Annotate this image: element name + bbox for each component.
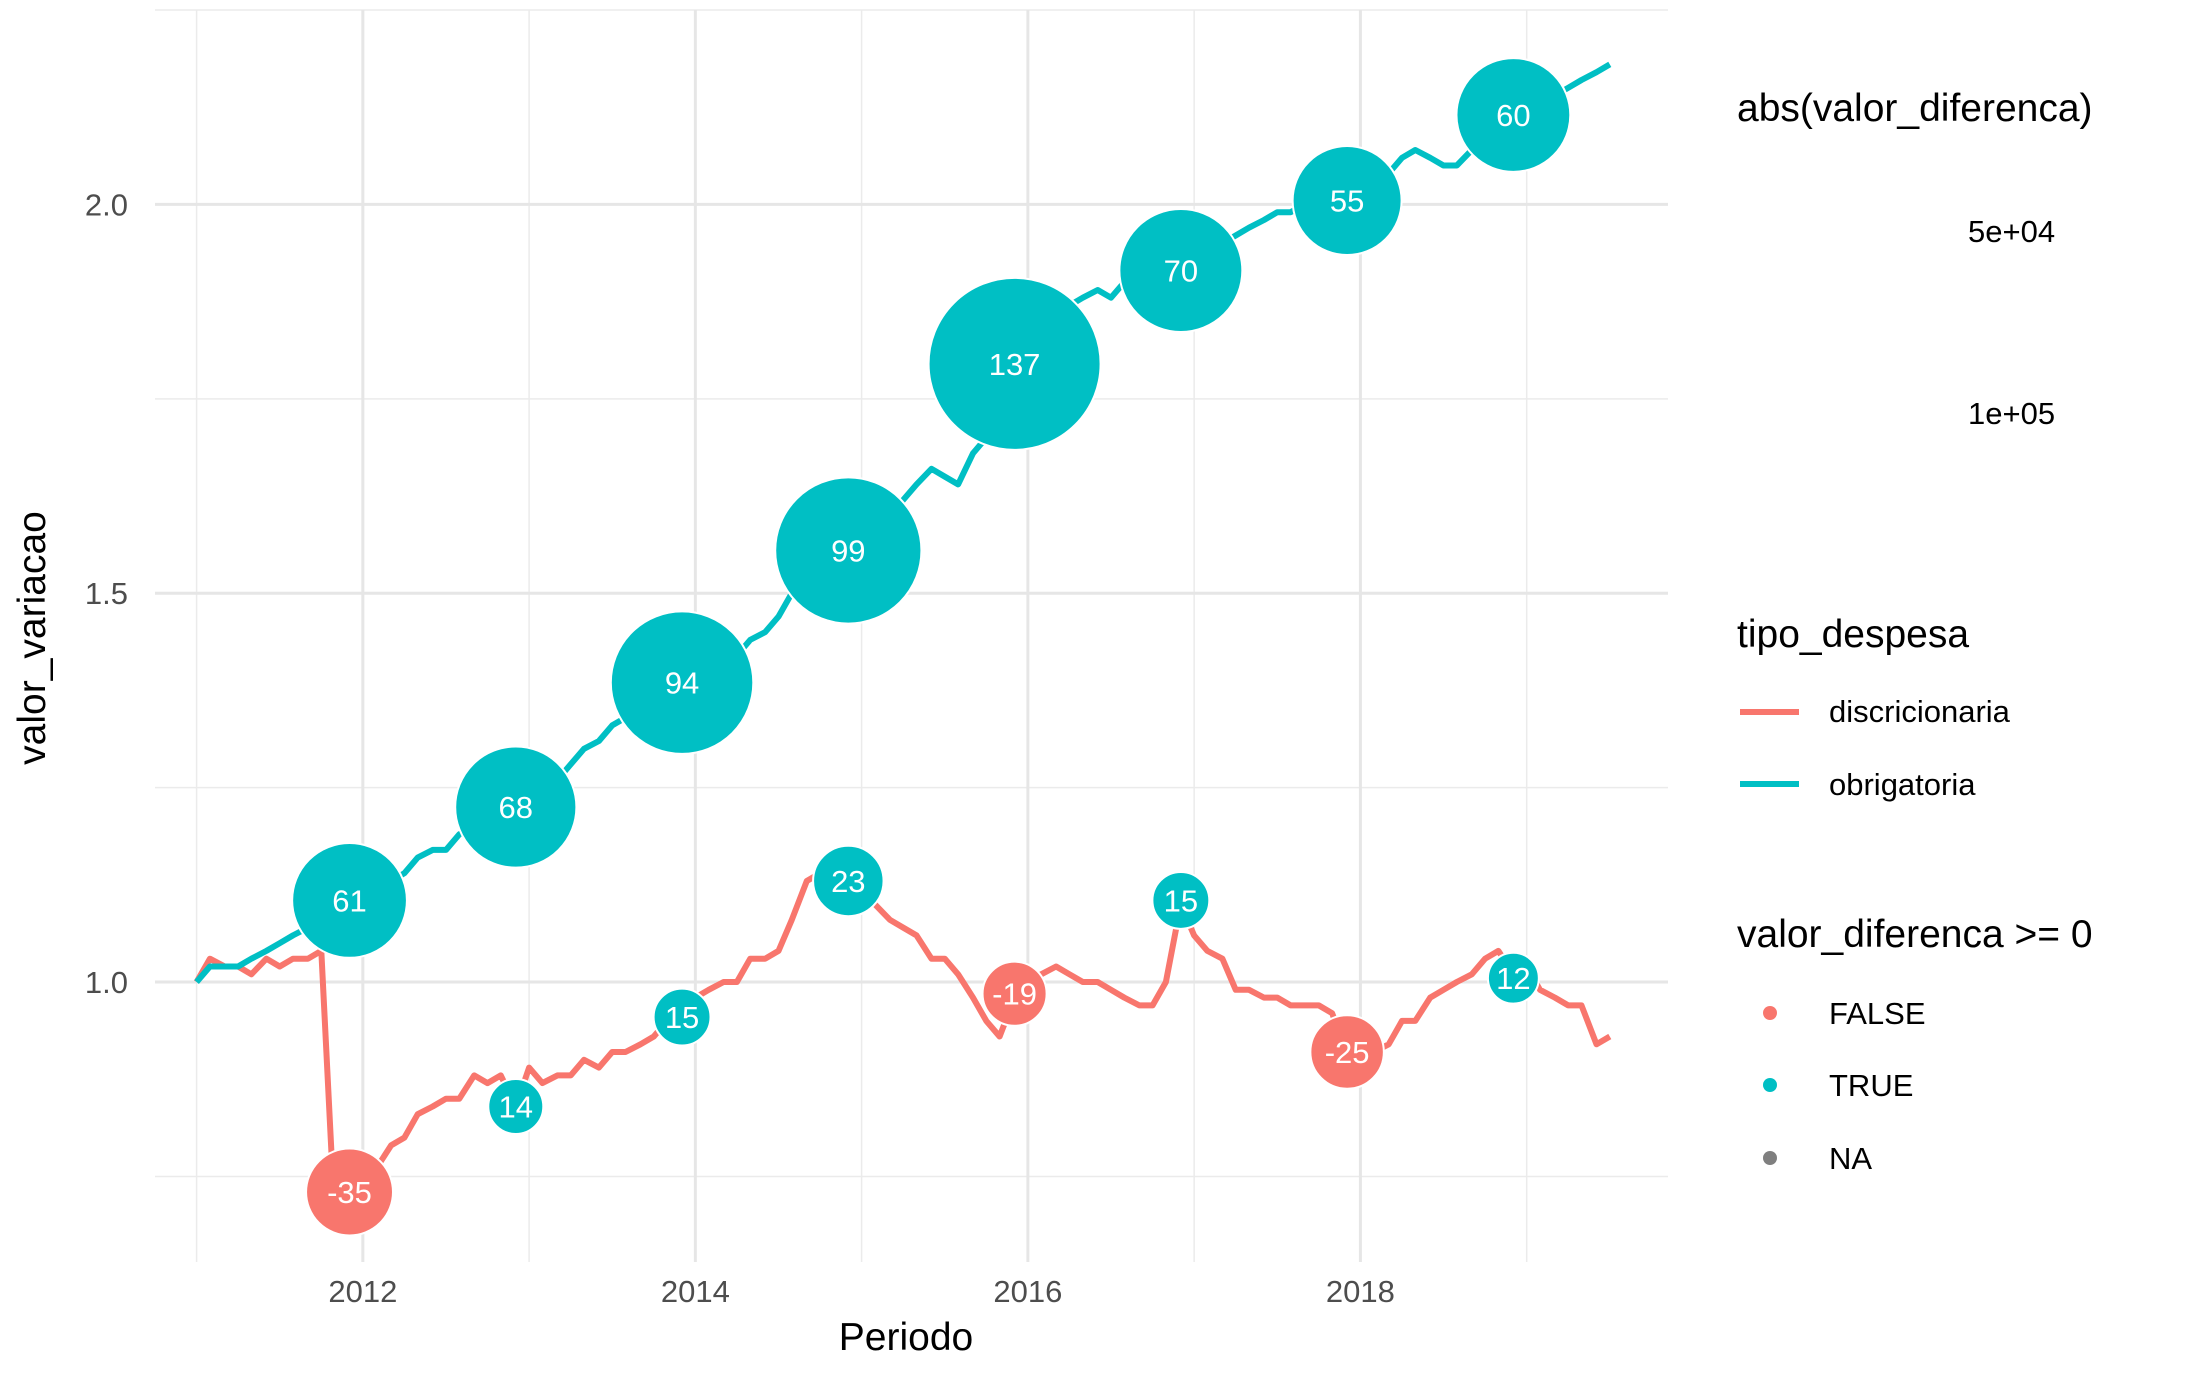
y-tick-label-2: 2.0 [85,187,128,222]
bubble-7 [1455,57,1572,173]
bubble-label-1: 68 [499,790,533,825]
legend-key-true [1763,1078,1777,1092]
bubble-11 [812,844,885,918]
bubble-0 [291,842,408,959]
bubble-label-12: -19 [992,977,1037,1012]
bubble-label-5: 70 [1164,254,1198,289]
series-lines [193,61,1612,1219]
bubble-label-14: -25 [1325,1035,1370,1070]
major-grid [155,10,1668,1262]
bubble-6 [1291,145,1403,257]
bubble-label-0: 61 [332,883,366,918]
legend-size-label-1: 5e+04 [1968,214,2055,249]
bubble-8 [305,1147,394,1237]
bubble-2 [609,610,755,755]
y-tick-label-0: 1.0 [85,965,128,1000]
x-tick-label-3: 2018 [1326,1274,1395,1309]
bubbles: 61 68 94 99 137 70 55 60 -35 14 15 23 -19 15 -25 12 [291,57,1572,1237]
bubble-12 [981,960,1048,1027]
bubble-label-2: 94 [665,666,699,701]
x-tick-labels: 2012 2014 2016 2018 [328,1274,1395,1309]
bubble-15 [1486,951,1540,1005]
legend-point-title: valor_diferenca >= 0 [1737,913,2093,956]
legend-label-true: TRUE [1829,1068,1913,1103]
bubble-5 [1118,208,1244,333]
legend-line-title: tipo_despesa [1737,613,1969,656]
x-axis-title: Periodo [839,1316,973,1359]
series-line-discricionaria [193,862,1612,1219]
bubble-1 [454,745,578,869]
legend: abs(valor_diferenca) 5e+04 1e+05 tipo_de… [1737,87,2093,1176]
x-tick-label-1: 2014 [661,1274,730,1309]
bubble-label-8: -35 [327,1175,372,1210]
bubble-4 [927,276,1102,451]
y-tick-label-1: 1.5 [85,576,128,611]
legend-size-title: abs(valor_diferenca) [1737,87,2093,130]
bubble-label-6: 55 [1330,184,1364,219]
y-tick-labels: 1.0 1.5 2.0 [85,187,128,1000]
bubble-label-11: 23 [831,864,865,899]
legend-key-false [1763,1006,1777,1020]
minor-grid [155,9,1668,1262]
legend-label-obrigatoria: obrigatoria [1829,767,1976,802]
bubble-10 [652,987,712,1047]
y-axis-title: valor_variacao [11,511,54,765]
bubble-label-9: 14 [499,1089,533,1124]
x-tick-label-2: 2016 [993,1274,1062,1309]
bubble-label-7: 60 [1496,98,1530,133]
bubble-13 [1151,870,1211,930]
bubble-label-10: 15 [665,1000,699,1035]
bubble-9 [487,1077,545,1135]
bubble-label-13: 15 [1164,883,1198,918]
legend-label-discricionaria: discricionaria [1829,694,2011,729]
legend-label-na: NA [1829,1141,1872,1176]
bubble-3 [774,476,923,625]
bubble-label-15: 12 [1496,961,1530,996]
bubble-label-4: 137 [989,347,1041,382]
bubble-14 [1309,1014,1385,1090]
legend-key-na [1763,1151,1777,1165]
legend-size-label-2: 1e+05 [1968,396,2055,431]
x-tick-label-0: 2012 [328,1274,397,1309]
legend-label-false: FALSE [1829,996,1926,1031]
bubble-label-3: 99 [831,533,865,568]
